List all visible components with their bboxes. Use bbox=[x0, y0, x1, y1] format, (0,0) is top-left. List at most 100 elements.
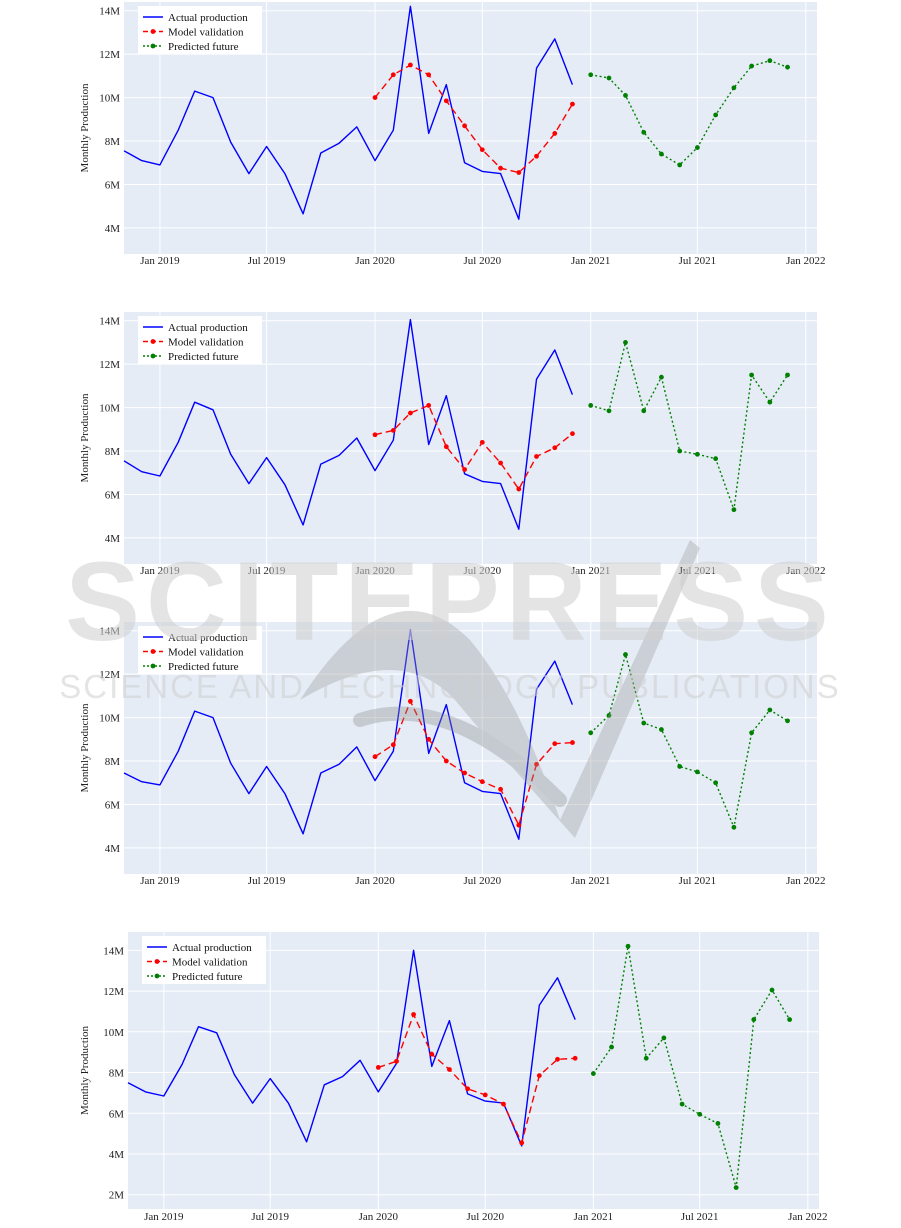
data-point bbox=[465, 1086, 471, 1092]
legend-label: Actual production bbox=[168, 322, 248, 334]
data-point bbox=[749, 372, 754, 378]
data-point bbox=[661, 1035, 667, 1041]
x-tick-label: Jul 2019 bbox=[251, 1211, 289, 1223]
data-point bbox=[731, 85, 737, 91]
series-line-dotted bbox=[590, 341, 789, 511]
legend: Actual production Model validation Predict… bbox=[142, 936, 266, 984]
series-line-dotted bbox=[590, 60, 788, 166]
data-point bbox=[498, 786, 503, 792]
data-point bbox=[462, 123, 468, 129]
legend-label: Model validation bbox=[172, 957, 248, 969]
x-tick-label: Jan 2020 bbox=[359, 1211, 399, 1223]
legend: Actual production Model validation Predict… bbox=[138, 316, 262, 364]
y-tick-label: 4M bbox=[105, 843, 121, 855]
x-tick-label: Jul 2019 bbox=[248, 255, 286, 267]
data-point bbox=[677, 162, 683, 168]
data-point bbox=[785, 718, 790, 724]
x-tick-label: Jul 2021 bbox=[679, 565, 717, 577]
data-point bbox=[534, 454, 539, 459]
data-point bbox=[641, 129, 647, 135]
data-point bbox=[641, 408, 647, 414]
x-tick-label: Jul 2020 bbox=[463, 255, 501, 267]
x-tick-label: Jul 2020 bbox=[463, 875, 501, 887]
data-point bbox=[426, 736, 432, 742]
y-tick-label: 10M bbox=[99, 403, 120, 415]
data-point bbox=[751, 1017, 757, 1022]
data-point bbox=[516, 170, 522, 175]
legend-label: Predicted future bbox=[168, 41, 239, 53]
x-tick-label: Jan 2021 bbox=[574, 1211, 613, 1223]
legend-marker bbox=[150, 649, 156, 654]
series-line-dashed bbox=[374, 64, 574, 174]
y-tick-label: 14M bbox=[99, 6, 120, 18]
data-point bbox=[479, 147, 485, 153]
x-tick-label: Jan 2019 bbox=[140, 875, 180, 887]
y-tick-label: 12M bbox=[103, 986, 124, 998]
x-tick-label: Jan 2020 bbox=[355, 565, 395, 577]
data-point bbox=[552, 131, 558, 136]
y-tick-label: 14M bbox=[103, 945, 124, 957]
data-point bbox=[479, 779, 485, 785]
data-point bbox=[407, 698, 413, 704]
data-point bbox=[482, 1092, 488, 1098]
data-point bbox=[677, 764, 683, 769]
data-point bbox=[443, 758, 449, 764]
series-line-solid bbox=[123, 318, 574, 530]
data-point bbox=[713, 780, 719, 786]
data-point bbox=[462, 467, 468, 472]
y-tick-label: 2M bbox=[109, 1190, 125, 1202]
y-tick-label: 8M bbox=[109, 1068, 125, 1080]
data-point bbox=[426, 72, 432, 78]
legend-box bbox=[138, 626, 262, 674]
data-point bbox=[516, 486, 522, 492]
data-point bbox=[715, 1121, 721, 1126]
data-point bbox=[767, 58, 773, 64]
legend-label: Predicted future bbox=[168, 351, 239, 363]
legend: Actual production Model validation Predict… bbox=[138, 626, 262, 674]
data-point bbox=[479, 439, 485, 445]
y-tick-label: 14M bbox=[99, 316, 120, 328]
x-tick-label: Jul 2020 bbox=[463, 565, 501, 577]
x-tick-label: Jul 2019 bbox=[248, 565, 286, 577]
data-point bbox=[588, 72, 594, 78]
y-tick-label: 6M bbox=[105, 179, 121, 191]
data-point bbox=[462, 770, 468, 776]
data-point bbox=[623, 652, 628, 657]
data-point bbox=[731, 824, 737, 830]
data-point bbox=[590, 1071, 596, 1076]
data-point bbox=[767, 399, 773, 405]
data-point bbox=[588, 403, 594, 408]
y-tick-label: 4M bbox=[105, 223, 121, 235]
data-point bbox=[643, 1055, 649, 1061]
data-point bbox=[516, 822, 522, 828]
y-tick-label: 12M bbox=[99, 669, 120, 681]
series-line-solid bbox=[123, 5, 574, 220]
y-axis-label: Monthly Production bbox=[79, 83, 91, 172]
x-tick-label: Jan 2021 bbox=[571, 255, 610, 267]
data-point bbox=[713, 112, 719, 118]
series-line-solid bbox=[123, 628, 574, 840]
data-point bbox=[375, 1065, 381, 1070]
data-point bbox=[501, 1101, 506, 1107]
series-line-dotted bbox=[592, 945, 791, 1189]
y-tick-label: 10M bbox=[103, 1027, 124, 1039]
x-tick-label: Jan 2021 bbox=[571, 875, 610, 887]
data-point bbox=[623, 93, 628, 98]
data-point bbox=[677, 448, 683, 454]
y-tick-label: 8M bbox=[105, 756, 121, 768]
data-point bbox=[623, 340, 628, 345]
x-tick-label: Jan 2019 bbox=[144, 1211, 184, 1223]
data-point bbox=[694, 451, 700, 457]
data-point bbox=[785, 64, 790, 70]
data-point bbox=[731, 507, 737, 513]
data-point bbox=[694, 145, 700, 150]
y-tick-label: 6M bbox=[105, 799, 121, 811]
data-point bbox=[407, 410, 413, 416]
x-tick-label: Jul 2019 bbox=[248, 875, 286, 887]
data-point bbox=[570, 431, 575, 437]
data-point bbox=[407, 62, 413, 68]
data-point bbox=[411, 1012, 416, 1017]
data-point bbox=[659, 151, 664, 157]
data-point bbox=[713, 456, 719, 462]
legend-label: Predicted future bbox=[168, 661, 239, 673]
